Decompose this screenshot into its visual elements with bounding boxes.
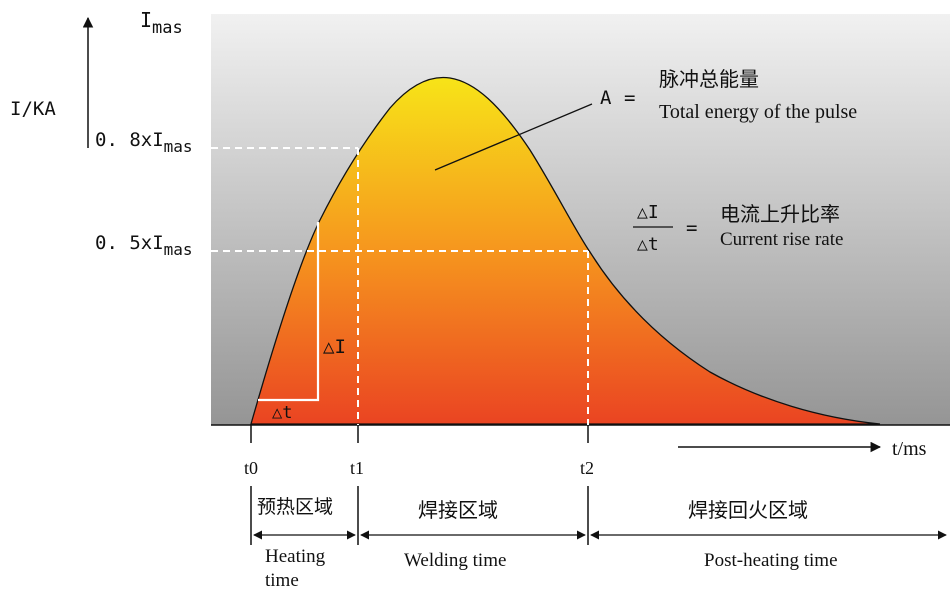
t0-label: t0 (244, 458, 258, 478)
energy-symbol: A (600, 87, 612, 109)
peak-current-label: Imas (140, 8, 183, 38)
heating-zone-cn: 预热区域 (257, 496, 333, 518)
rise-rate-label-en: Current rise rate (720, 229, 843, 250)
t1-label: t1 (350, 458, 364, 478)
rise-rate-denominator: △t (637, 234, 659, 255)
energy-leader-line (434, 103, 593, 171)
x-axis-label: t/ms (892, 438, 927, 460)
heating-zone-en-2: time (265, 570, 299, 590)
post-heating-zone-cn: 焊接回火区域 (688, 498, 808, 522)
y-axis-label: I/KA (10, 98, 56, 120)
level-50-label: 0. 5xImas (95, 232, 193, 259)
rise-rate-numerator: △I (637, 202, 659, 223)
rise-rate-label-cn: 电流上升比率 (720, 202, 840, 226)
welding-zone-en: Welding time (404, 550, 506, 571)
energy-equals: = (624, 87, 635, 109)
heating-zone-en-1: Heating (265, 546, 326, 567)
welding-zone-cn: 焊接区域 (418, 498, 498, 522)
t2-label: t2 (580, 458, 594, 478)
delta-step (258, 222, 320, 402)
level-80-label: 0. 8xImas (95, 129, 193, 156)
energy-label-cn: 脉冲总能量 (659, 67, 759, 91)
post-heating-zone-en: Post-heating time (704, 550, 838, 571)
delta-i-label: △I (323, 336, 346, 358)
rise-rate-equals: = (686, 217, 697, 239)
delta-t-label: △t (272, 403, 292, 423)
energy-label-en: Total energy of the pulse (659, 101, 857, 123)
